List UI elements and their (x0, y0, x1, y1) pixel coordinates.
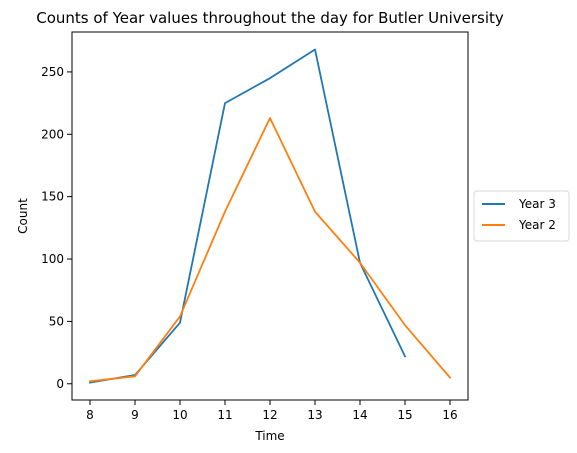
legend-label-year-3: Year 3 (518, 197, 556, 211)
series-layer (88, 48, 452, 384)
x-tick-label-13: 13 (307, 408, 322, 422)
legend: Year 3 Year 2 (473, 190, 570, 242)
x-tick-label-12: 12 (262, 408, 277, 422)
x-tick-label-16: 16 (442, 408, 457, 422)
chart-title: Counts of Year values throughout the day… (36, 9, 504, 27)
y-tick-label-150: 150 (41, 190, 64, 204)
y-axis-ticks: 0 50 100 150 200 250 (41, 65, 72, 391)
x-tick-label-9: 9 (131, 408, 139, 422)
x-tick-label-11: 11 (217, 408, 232, 422)
y-axis-label: Count (16, 198, 30, 234)
y-tick-label-250: 250 (41, 65, 64, 79)
y-tick-label-0: 0 (56, 377, 64, 391)
x-tick-label-15: 15 (397, 408, 412, 422)
legend-label-year-2: Year 2 (518, 218, 556, 232)
x-axis-label: Time (254, 429, 284, 443)
y-tick-label-50: 50 (49, 314, 64, 328)
plot-area (71, 31, 469, 401)
x-axis-ticks: 8 9 10 11 12 13 14 15 16 (86, 400, 458, 422)
x-tick-label-14: 14 (352, 408, 367, 422)
x-tick-label-8: 8 (86, 408, 94, 422)
y-tick-label-100: 100 (41, 252, 64, 266)
y-tick-label-200: 200 (41, 127, 64, 141)
x-tick-label-10: 10 (172, 408, 187, 422)
